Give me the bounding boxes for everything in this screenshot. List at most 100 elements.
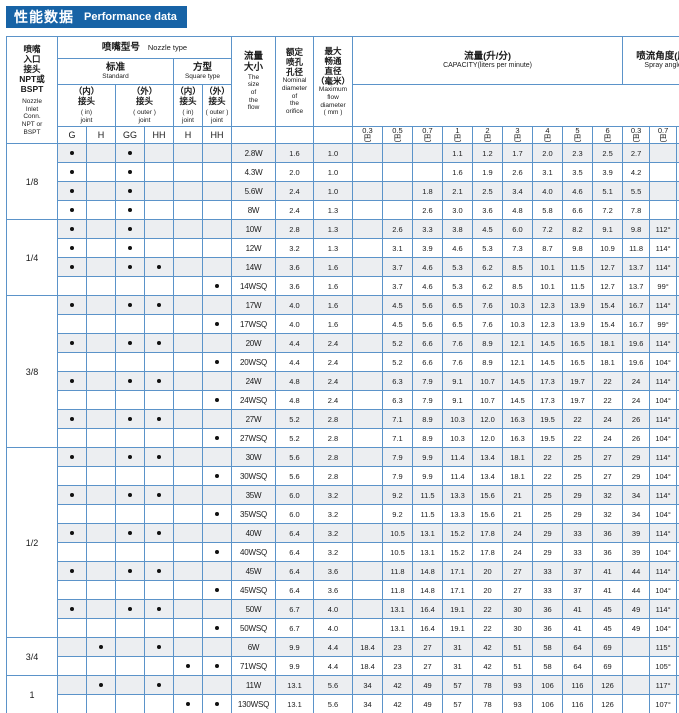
capacity-cell-1: 7.1 <box>382 409 413 430</box>
dot-marker-icon <box>128 208 132 213</box>
capacity-cell-3: 10.3 <box>442 409 473 430</box>
flow-size-cell: 13.1 <box>275 694 314 713</box>
capacity-cell-1: 13.1 <box>382 599 413 620</box>
availability-dot-h <box>86 656 116 677</box>
capacity-cell-3: 13.3 <box>442 504 473 525</box>
capacity-cell-2: 5.6 <box>412 295 443 316</box>
inlet-size-cell: 1 <box>6 675 58 713</box>
model-cell: 27W <box>231 409 276 430</box>
availability-dot-sq-h <box>173 162 203 183</box>
availability-dot-sq-h <box>173 352 203 373</box>
header-flow-size-en-4: the <box>248 96 259 104</box>
availability-dot-gg <box>115 485 145 506</box>
capacity-cell-8: 45 <box>591 599 624 620</box>
capacity-cell-8: 41 <box>591 561 624 582</box>
capacity-cell-9: 34 <box>622 504 651 525</box>
capacity-cell-3: 11.4 <box>442 447 473 468</box>
spray-angle-cell-0: 112° <box>649 219 678 240</box>
dot-marker-icon <box>70 493 74 498</box>
capacity-cell-4: 15.6 <box>472 504 503 525</box>
max-dia-cell: 2.8 <box>313 428 353 449</box>
capacity-cell-0: 34 <box>352 694 383 713</box>
header-std-outer-en-1: ( outer ) <box>133 109 156 117</box>
capacity-cell-4: 20 <box>472 580 503 601</box>
max-dia-cell: 1.0 <box>313 143 353 164</box>
capacity-cell-9: 16.7 <box>622 314 651 335</box>
dot-marker-icon <box>215 322 219 327</box>
capacity-cell-9: 13.7 <box>622 257 651 278</box>
max-dia-cell: 2.8 <box>313 409 353 430</box>
availability-dot-h <box>86 409 116 430</box>
max-dia-cell: 3.6 <box>313 561 353 582</box>
availability-dot-gg <box>115 143 145 164</box>
spray-angle-cell-0: 115° <box>649 637 678 658</box>
capacity-cell-2: 13.1 <box>412 523 443 544</box>
model-cell: 40W <box>231 523 276 544</box>
availability-dot-g <box>57 352 87 373</box>
availability-dot-sq-h <box>173 599 203 620</box>
availability-dot-h <box>86 314 116 335</box>
availability-dot-hh <box>144 276 174 297</box>
model-cell: 35W <box>231 485 276 506</box>
availability-dot-h <box>86 466 116 487</box>
capacity-cell-1: 11.8 <box>382 561 413 582</box>
flow-size-cell: 6.4 <box>275 580 314 601</box>
availability-dot-h <box>86 371 116 392</box>
spray-angle-cell-0: 117° <box>649 675 678 696</box>
capacity-cell-2 <box>412 162 443 183</box>
capacity-cell-3: 1.1 <box>442 143 473 164</box>
capacity-cell-1: 10.5 <box>382 542 413 563</box>
availability-dot-g <box>57 295 87 316</box>
header-std-inner-cn-1: （内） <box>73 86 100 97</box>
dot-marker-icon <box>128 151 132 156</box>
capacity-cell-3: 4.6 <box>442 238 473 259</box>
spray-angle-cell-0: 114° <box>649 561 678 582</box>
model-cell: 40WSQ <box>231 542 276 563</box>
capacity-cell-5: 10.3 <box>502 295 533 316</box>
header-code-H: H <box>86 125 116 145</box>
availability-dot-sq-hh <box>202 181 232 202</box>
availability-dot-hh <box>144 314 174 335</box>
capacity-cell-6: 2.0 <box>532 143 563 164</box>
spray-angle-cell-0 <box>649 143 678 164</box>
capacity-cell-5: 12.1 <box>502 333 533 354</box>
availability-dot-sq-h <box>173 181 203 202</box>
capacity-cell-7: 116 <box>562 694 593 713</box>
flow-size-cell: 2.4 <box>275 181 314 202</box>
header-square: 方型 Square type <box>173 58 232 85</box>
capacity-cell-9: 11.8 <box>622 238 651 259</box>
capacity-cell-3: 10.3 <box>442 428 473 449</box>
header-orifice-en-4: the <box>289 100 300 108</box>
header-inlet-en-1: Nozzle <box>22 98 42 106</box>
capacity-cell-1 <box>382 143 413 164</box>
spray-angle-cell-0: 114° <box>649 447 678 468</box>
capacity-cell-1 <box>382 181 413 202</box>
capacity-cell-4: 78 <box>472 675 503 696</box>
table-row: 17WSQ 4.0 1.6 4.5 5.6 6.5 7.6 10.3 12.3 13.9 15.4 1… <box>7 314 679 335</box>
header-flow-size-cn-1: 流量 <box>243 51 263 63</box>
capacity-cell-0 <box>352 580 383 601</box>
capacity-cell-8: 5.1 <box>591 181 624 202</box>
header-maxflow-cn-1: 最大 <box>324 46 342 57</box>
capacity-cell-4: 22 <box>472 599 503 620</box>
header-capacity: 流量(升/分) CAPACITY(liters per minute) <box>351 36 624 85</box>
spray-angle-cell-0: 114° <box>649 599 678 620</box>
availability-dot-g <box>57 637 87 658</box>
flow-size-cell: 6.4 <box>275 542 314 563</box>
header-std-outer-cn-1: （外） <box>131 86 158 97</box>
capacity-cell-4: 22 <box>472 618 503 639</box>
capacity-cell-8: 2.5 <box>591 143 624 164</box>
capacity-cell-9: 26 <box>622 428 651 449</box>
availability-dot-hh <box>144 561 174 582</box>
max-dia-cell: 4.0 <box>313 599 353 620</box>
capacity-cell-3: 57 <box>442 694 473 713</box>
capacity-cell-5: 93 <box>502 694 533 713</box>
capacity-cell-0 <box>352 181 383 202</box>
capacity-cell-1: 13.1 <box>382 618 413 639</box>
model-cell: 2.8W <box>231 143 276 164</box>
header-orifice-en-5: orifice <box>285 108 304 115</box>
capacity-cell-3: 57 <box>442 675 473 696</box>
header-square-en: Square type <box>184 73 221 81</box>
capacity-cell-3: 15.2 <box>442 523 473 544</box>
capacity-cell-1: 5.2 <box>382 352 413 373</box>
